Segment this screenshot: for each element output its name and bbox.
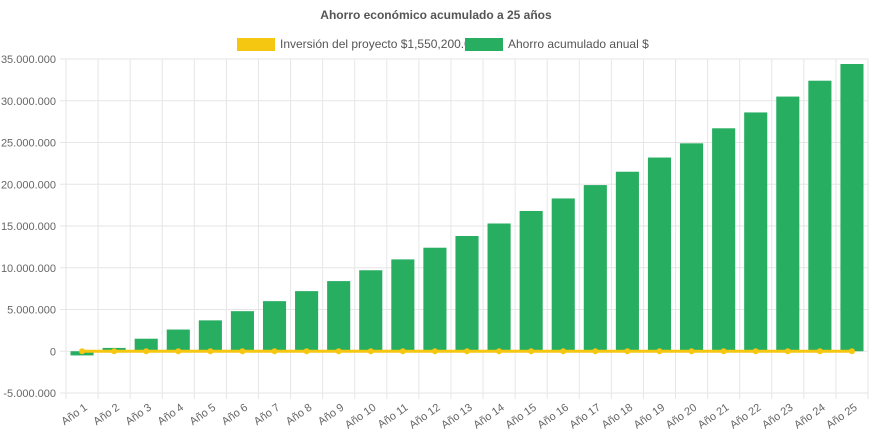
investment-point[interactable]	[335, 348, 342, 355]
investment-point[interactable]	[592, 348, 599, 355]
legend-swatch-savings	[465, 38, 503, 51]
x-tick-label: Año 20	[664, 402, 699, 432]
legend: Inversión del proyecto $1,550,200.00 Aho…	[237, 37, 649, 51]
savings-bar[interactable]	[776, 96, 800, 352]
y-tick-label: 15.000.000	[1, 221, 56, 233]
x-tick-label: Año 8	[284, 402, 314, 428]
x-axis: Año 1 Año 2 Año 3 Año 4 Año 5 Año 6 Año 7 Año 8…	[59, 402, 859, 432]
x-tick-label: Año 2	[91, 402, 121, 428]
investment-point[interactable]	[143, 348, 150, 355]
savings-bar[interactable]	[359, 270, 383, 352]
x-tick-label: Año 1	[59, 402, 89, 428]
investment-point[interactable]	[816, 348, 823, 355]
investment-point[interactable]	[271, 348, 278, 355]
y-tick-label: 5.000.000	[7, 305, 56, 317]
savings-bar[interactable]	[583, 185, 607, 352]
y-tick-label: -5.000.000	[3, 388, 56, 400]
y-tick-label: 0	[50, 346, 56, 358]
investment-point[interactable]	[239, 348, 246, 355]
legend-label-savings: Ahorro acumulado anual $	[508, 37, 649, 51]
savings-bar[interactable]	[327, 281, 351, 352]
x-tick-label: Año 17	[568, 402, 603, 432]
bar-series	[70, 64, 864, 356]
chart-title: Ahorro económico acumulado a 25 años	[320, 8, 552, 22]
savings-bar[interactable]	[551, 198, 575, 352]
y-tick-label: 30.000.000	[1, 96, 56, 108]
x-tick-label: Año 12	[407, 402, 442, 432]
savings-bar[interactable]	[295, 291, 319, 352]
y-tick-label: 35.000.000	[1, 54, 56, 66]
investment-point[interactable]	[303, 348, 310, 355]
y-axis: 35.000.000 30.000.000 25.000.000 20.000.000…	[1, 54, 56, 400]
line-series	[79, 348, 855, 355]
investment-point[interactable]	[848, 348, 855, 355]
savings-bar[interactable]	[840, 64, 864, 352]
investment-point[interactable]	[752, 348, 759, 355]
x-tick-label: Año 9	[316, 402, 346, 428]
savings-bar[interactable]	[230, 311, 254, 352]
legend-item-investment[interactable]: Inversión del proyecto $1,550,200.00	[237, 37, 478, 51]
investment-point[interactable]	[656, 348, 663, 355]
x-tick-label: Año 6	[220, 402, 250, 428]
savings-bar[interactable]	[808, 80, 832, 352]
investment-point[interactable]	[207, 348, 214, 355]
investment-point[interactable]	[784, 348, 791, 355]
investment-point[interactable]	[624, 348, 631, 355]
x-tick-label: Año 14	[471, 402, 506, 432]
savings-bar[interactable]	[744, 112, 768, 352]
savings-bar[interactable]	[519, 210, 543, 352]
x-tick-label: Año 25	[824, 402, 859, 432]
investment-point[interactable]	[431, 348, 438, 355]
x-tick-label: Año 19	[632, 402, 667, 432]
savings-bar[interactable]	[391, 259, 415, 352]
investment-point[interactable]	[720, 348, 727, 355]
x-tick-label: Año 13	[439, 402, 474, 432]
x-tick-label: Año 11	[376, 402, 411, 431]
x-tick-label: Año 24	[792, 402, 827, 432]
legend-item-savings[interactable]: Ahorro acumulado anual $	[465, 37, 649, 51]
legend-label-investment: Inversión del proyecto $1,550,200.00	[280, 37, 478, 51]
savings-bar[interactable]	[262, 301, 287, 352]
x-tick-label: Año 4	[156, 402, 186, 428]
investment-point[interactable]	[496, 348, 503, 355]
savings-bar[interactable]	[455, 236, 479, 352]
x-tick-label: Año 7	[252, 402, 282, 428]
savings-bar[interactable]	[712, 128, 736, 352]
x-tick-label: Año 21	[696, 402, 731, 432]
investment-point[interactable]	[464, 348, 470, 355]
y-tick-label: 10.000.000	[1, 263, 56, 275]
savings-bar[interactable]	[198, 320, 222, 352]
savings-bar[interactable]	[134, 338, 158, 352]
investment-point[interactable]	[367, 348, 374, 355]
investment-point[interactable]	[175, 348, 182, 355]
grid	[60, 58, 869, 399]
y-tick-label: 20.000.000	[1, 179, 56, 191]
x-tick-label: Año 3	[123, 402, 153, 428]
investment-point[interactable]	[688, 348, 695, 355]
savings-bar[interactable]	[423, 247, 447, 352]
x-tick-label: Año 15	[503, 402, 538, 432]
x-tick-label: Año 5	[188, 402, 218, 428]
savings-bar[interactable]	[487, 223, 511, 352]
investment-point[interactable]	[399, 348, 406, 355]
x-tick-label: Año 23	[760, 402, 795, 432]
investment-point[interactable]	[79, 348, 86, 355]
legend-swatch-investment	[237, 38, 275, 51]
y-tick-label: 25.000.000	[1, 138, 56, 150]
investment-point[interactable]	[111, 348, 118, 355]
x-tick-label: Año 22	[728, 402, 763, 432]
savings-bar[interactable]	[615, 171, 639, 352]
investment-point[interactable]	[560, 348, 567, 355]
x-tick-label: Año 16	[536, 402, 571, 432]
x-tick-label: Año 10	[343, 402, 378, 432]
investment-point[interactable]	[528, 348, 535, 355]
savings-bar[interactable]	[166, 329, 190, 352]
savings-bar[interactable]	[647, 157, 672, 352]
x-tick-label: Año 18	[600, 402, 635, 432]
savings-bar[interactable]	[680, 143, 704, 352]
